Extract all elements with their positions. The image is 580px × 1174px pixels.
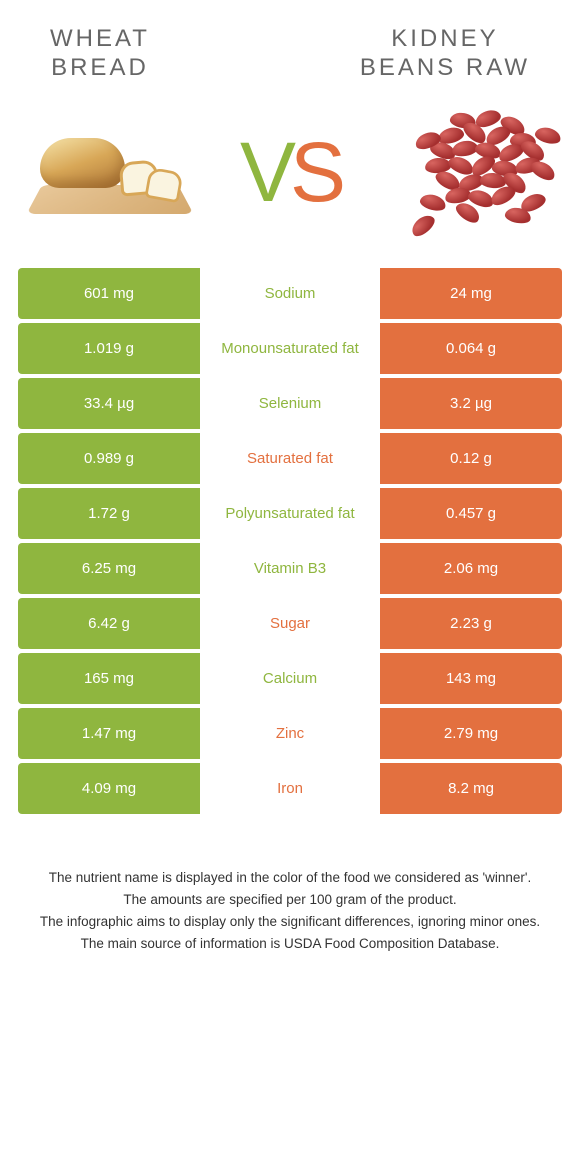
left-value: 0.989 g: [18, 433, 200, 484]
nutrient-label: Zinc: [200, 708, 380, 759]
right-value: 3.2 µg: [380, 378, 562, 429]
right-value: 0.457 g: [380, 488, 562, 539]
right-food-title: KIDNEYBEANS RAW: [360, 25, 530, 83]
left-value: 1.47 mg: [18, 708, 200, 759]
nutrient-label: Calcium: [200, 653, 380, 704]
nutrient-label: Polyunsaturated fat: [200, 488, 380, 539]
table-row: 4.09 mgIron8.2 mg: [18, 763, 562, 814]
table-row: 1.47 mgZinc2.79 mg: [18, 708, 562, 759]
left-value: 165 mg: [18, 653, 200, 704]
footnote-line: The main source of information is USDA F…: [30, 934, 550, 954]
table-row: 601 mgSodium24 mg: [18, 268, 562, 319]
table-row: 6.25 mgVitamin B32.06 mg: [18, 543, 562, 594]
right-value: 2.79 mg: [380, 708, 562, 759]
comparison-table: 601 mgSodium24 mg1.019 gMonounsaturated …: [0, 268, 580, 814]
table-row: 1.019 gMonounsaturated fat0.064 g: [18, 323, 562, 374]
vs-label: VS: [240, 124, 340, 221]
right-value: 8.2 mg: [380, 763, 562, 814]
left-value: 1.019 g: [18, 323, 200, 374]
right-value: 2.06 mg: [380, 543, 562, 594]
right-value: 0.064 g: [380, 323, 562, 374]
header: WHEATBREAD KIDNEYBEANS RAW: [0, 0, 580, 93]
footnote-line: The nutrient name is displayed in the co…: [30, 868, 550, 888]
kidney-beans-image: [390, 103, 550, 243]
nutrient-label: Selenium: [200, 378, 380, 429]
right-value: 143 mg: [380, 653, 562, 704]
table-row: 0.989 gSaturated fat0.12 g: [18, 433, 562, 484]
left-food-title: WHEATBREAD: [50, 25, 150, 83]
table-row: 33.4 µgSelenium3.2 µg: [18, 378, 562, 429]
wheat-bread-image: [30, 103, 190, 243]
vs-s: S: [290, 124, 340, 221]
right-value: 24 mg: [380, 268, 562, 319]
nutrient-label: Monounsaturated fat: [200, 323, 380, 374]
table-row: 165 mgCalcium143 mg: [18, 653, 562, 704]
left-value: 4.09 mg: [18, 763, 200, 814]
left-value: 6.25 mg: [18, 543, 200, 594]
vs-v: V: [240, 124, 290, 221]
left-value: 1.72 g: [18, 488, 200, 539]
left-value: 601 mg: [18, 268, 200, 319]
nutrient-label: Vitamin B3: [200, 543, 380, 594]
nutrient-label: Sugar: [200, 598, 380, 649]
nutrient-label: Iron: [200, 763, 380, 814]
right-value: 0.12 g: [380, 433, 562, 484]
table-row: 6.42 gSugar2.23 g: [18, 598, 562, 649]
images-row: VS: [0, 93, 580, 268]
right-value: 2.23 g: [380, 598, 562, 649]
table-row: 1.72 gPolyunsaturated fat0.457 g: [18, 488, 562, 539]
footnote-line: The infographic aims to display only the…: [30, 912, 550, 932]
left-value: 33.4 µg: [18, 378, 200, 429]
footnotes: The nutrient name is displayed in the co…: [0, 818, 580, 955]
nutrient-label: Saturated fat: [200, 433, 380, 484]
footnote-line: The amounts are specified per 100 gram o…: [30, 890, 550, 910]
nutrient-label: Sodium: [200, 268, 380, 319]
left-value: 6.42 g: [18, 598, 200, 649]
